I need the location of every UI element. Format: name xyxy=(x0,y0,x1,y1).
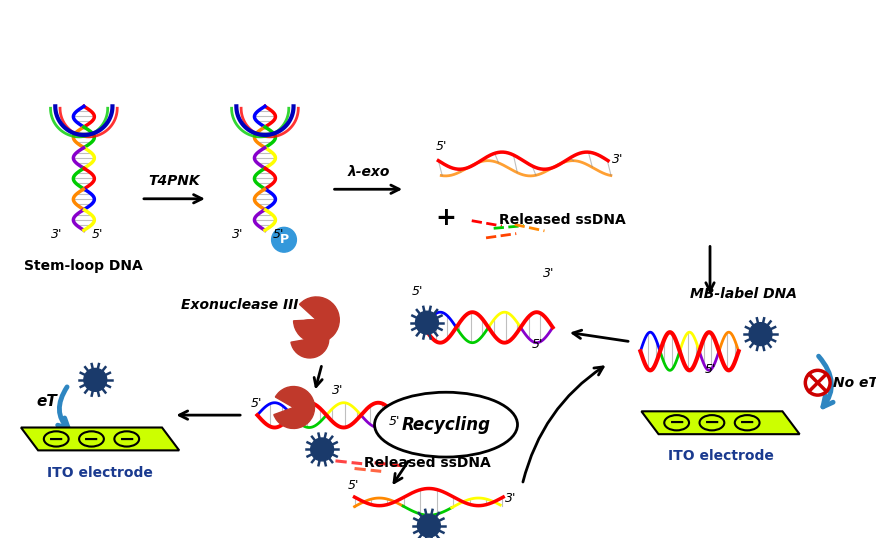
Ellipse shape xyxy=(79,431,104,446)
Text: 5': 5' xyxy=(532,338,543,352)
Ellipse shape xyxy=(44,431,68,446)
Text: 3': 3' xyxy=(51,228,62,241)
Circle shape xyxy=(311,438,334,461)
Text: 3': 3' xyxy=(332,384,343,397)
Circle shape xyxy=(272,228,296,252)
Text: eT: eT xyxy=(36,395,57,409)
Circle shape xyxy=(749,323,772,345)
Text: −: − xyxy=(703,413,720,432)
Text: 5': 5' xyxy=(435,140,447,153)
Text: 5': 5' xyxy=(348,479,359,493)
Text: No eT: No eT xyxy=(833,376,876,390)
Text: 5': 5' xyxy=(389,415,400,428)
Text: T4PNK: T4PNK xyxy=(149,174,201,188)
Polygon shape xyxy=(641,411,800,434)
Text: 5': 5' xyxy=(705,363,717,376)
Text: 3': 3' xyxy=(611,153,623,165)
Ellipse shape xyxy=(735,415,759,430)
Ellipse shape xyxy=(375,392,518,457)
Circle shape xyxy=(805,370,830,395)
Circle shape xyxy=(418,514,441,537)
Text: −: − xyxy=(83,429,100,449)
Polygon shape xyxy=(21,428,180,450)
Text: 5': 5' xyxy=(412,285,423,298)
Ellipse shape xyxy=(664,415,689,430)
Circle shape xyxy=(84,369,107,391)
Wedge shape xyxy=(274,387,314,429)
Text: 3': 3' xyxy=(231,228,243,241)
Text: 5': 5' xyxy=(91,228,102,241)
Text: Stem-loop DNA: Stem-loop DNA xyxy=(25,259,144,273)
Text: 3': 3' xyxy=(543,267,555,280)
Text: −: − xyxy=(739,413,755,432)
Wedge shape xyxy=(293,297,339,343)
Text: P: P xyxy=(279,233,288,246)
Text: 5': 5' xyxy=(272,228,284,241)
Text: ITO electrode: ITO electrode xyxy=(668,450,774,463)
Text: −: − xyxy=(118,429,135,449)
Text: −: − xyxy=(48,429,65,449)
Text: MB-label DNA: MB-label DNA xyxy=(690,287,797,301)
Text: Released ssDNA: Released ssDNA xyxy=(364,456,491,471)
Ellipse shape xyxy=(115,431,139,446)
Text: ITO electrode: ITO electrode xyxy=(47,466,153,479)
Text: −: − xyxy=(668,413,685,432)
Circle shape xyxy=(415,311,438,334)
Text: Exonuclease III: Exonuclease III xyxy=(181,298,299,312)
Wedge shape xyxy=(291,320,328,358)
Text: 5': 5' xyxy=(251,397,262,410)
Text: λ-exo: λ-exo xyxy=(348,165,390,179)
Text: +: + xyxy=(435,206,456,230)
Ellipse shape xyxy=(700,415,724,430)
Text: Recycling: Recycling xyxy=(401,415,491,434)
Text: 3': 3' xyxy=(505,492,517,505)
Text: Released ssDNA: Released ssDNA xyxy=(499,213,625,227)
